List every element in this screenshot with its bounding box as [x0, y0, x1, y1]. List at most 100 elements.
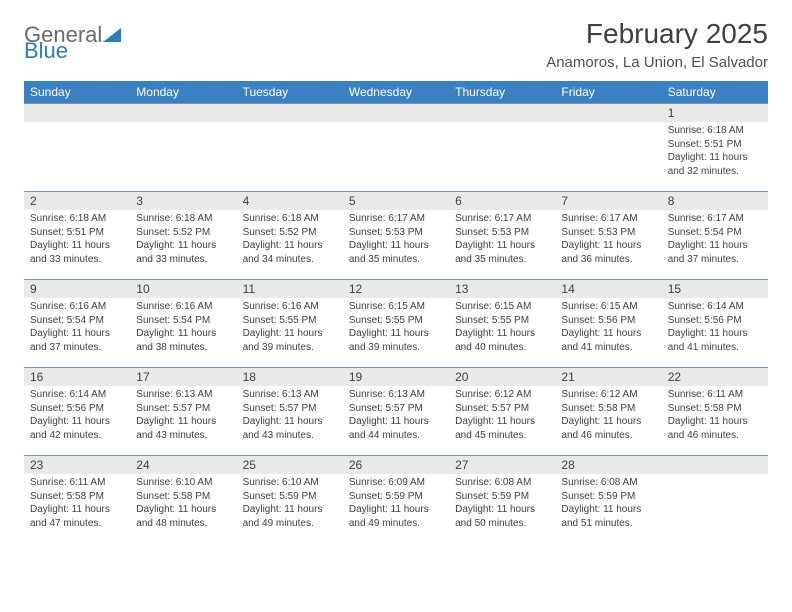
day-number: 3	[130, 192, 236, 210]
day-body: Sunrise: 6:10 AMSunset: 5:59 PMDaylight:…	[237, 474, 343, 536]
calendar-cell: 16Sunrise: 6:14 AMSunset: 5:56 PMDayligh…	[24, 368, 130, 456]
calendar-row: 2Sunrise: 6:18 AMSunset: 5:51 PMDaylight…	[24, 192, 768, 280]
calendar-header-row: SundayMondayTuesdayWednesdayThursdayFrid…	[24, 81, 768, 104]
day-number: 26	[343, 456, 449, 474]
day-number: 27	[449, 456, 555, 474]
day-body: Sunrise: 6:17 AMSunset: 5:53 PMDaylight:…	[449, 210, 555, 272]
calendar-row: 23Sunrise: 6:11 AMSunset: 5:58 PMDayligh…	[24, 456, 768, 544]
day-body: Sunrise: 6:16 AMSunset: 5:54 PMDaylight:…	[24, 298, 130, 360]
day-body: Sunrise: 6:18 AMSunset: 5:51 PMDaylight:…	[662, 122, 768, 184]
empty-day	[24, 104, 130, 122]
calendar-cell: 21Sunrise: 6:12 AMSunset: 5:58 PMDayligh…	[555, 368, 661, 456]
day-number: 23	[24, 456, 130, 474]
calendar-cell: 10Sunrise: 6:16 AMSunset: 5:54 PMDayligh…	[130, 280, 236, 368]
calendar-cell: 2Sunrise: 6:18 AMSunset: 5:51 PMDaylight…	[24, 192, 130, 280]
logo-triangle-icon	[103, 28, 121, 42]
day-body: Sunrise: 6:17 AMSunset: 5:53 PMDaylight:…	[555, 210, 661, 272]
day-body: Sunrise: 6:18 AMSunset: 5:52 PMDaylight:…	[130, 210, 236, 272]
calendar-cell: 19Sunrise: 6:13 AMSunset: 5:57 PMDayligh…	[343, 368, 449, 456]
day-number: 9	[24, 280, 130, 298]
day-body: Sunrise: 6:13 AMSunset: 5:57 PMDaylight:…	[343, 386, 449, 448]
calendar-cell	[662, 456, 768, 544]
day-body: Sunrise: 6:16 AMSunset: 5:55 PMDaylight:…	[237, 298, 343, 360]
day-body: Sunrise: 6:08 AMSunset: 5:59 PMDaylight:…	[449, 474, 555, 536]
calendar-cell: 3Sunrise: 6:18 AMSunset: 5:52 PMDaylight…	[130, 192, 236, 280]
day-body: Sunrise: 6:17 AMSunset: 5:54 PMDaylight:…	[662, 210, 768, 272]
calendar-cell: 26Sunrise: 6:09 AMSunset: 5:59 PMDayligh…	[343, 456, 449, 544]
day-number: 16	[24, 368, 130, 386]
day-number: 14	[555, 280, 661, 298]
empty-day	[449, 104, 555, 122]
calendar-cell: 18Sunrise: 6:13 AMSunset: 5:57 PMDayligh…	[237, 368, 343, 456]
calendar-cell	[555, 104, 661, 192]
day-body: Sunrise: 6:12 AMSunset: 5:58 PMDaylight:…	[555, 386, 661, 448]
day-body: Sunrise: 6:15 AMSunset: 5:56 PMDaylight:…	[555, 298, 661, 360]
day-number: 7	[555, 192, 661, 210]
empty-day	[237, 104, 343, 122]
day-body: Sunrise: 6:08 AMSunset: 5:59 PMDaylight:…	[555, 474, 661, 536]
day-body: Sunrise: 6:13 AMSunset: 5:57 PMDaylight:…	[130, 386, 236, 448]
day-body: Sunrise: 6:11 AMSunset: 5:58 PMDaylight:…	[24, 474, 130, 536]
day-number: 10	[130, 280, 236, 298]
calendar-cell	[449, 104, 555, 192]
calendar-cell: 25Sunrise: 6:10 AMSunset: 5:59 PMDayligh…	[237, 456, 343, 544]
day-number: 4	[237, 192, 343, 210]
day-number: 6	[449, 192, 555, 210]
day-body: Sunrise: 6:13 AMSunset: 5:57 PMDaylight:…	[237, 386, 343, 448]
calendar-cell: 24Sunrise: 6:10 AMSunset: 5:58 PMDayligh…	[130, 456, 236, 544]
calendar-table: SundayMondayTuesdayWednesdayThursdayFrid…	[24, 81, 768, 544]
day-body: Sunrise: 6:10 AMSunset: 5:58 PMDaylight:…	[130, 474, 236, 536]
day-number: 17	[130, 368, 236, 386]
day-body: Sunrise: 6:18 AMSunset: 5:51 PMDaylight:…	[24, 210, 130, 272]
day-number: 22	[662, 368, 768, 386]
calendar-row: 16Sunrise: 6:14 AMSunset: 5:56 PMDayligh…	[24, 368, 768, 456]
day-body: Sunrise: 6:16 AMSunset: 5:54 PMDaylight:…	[130, 298, 236, 360]
calendar-cell: 27Sunrise: 6:08 AMSunset: 5:59 PMDayligh…	[449, 456, 555, 544]
day-number: 28	[555, 456, 661, 474]
calendar-cell: 9Sunrise: 6:16 AMSunset: 5:54 PMDaylight…	[24, 280, 130, 368]
calendar-cell: 12Sunrise: 6:15 AMSunset: 5:55 PMDayligh…	[343, 280, 449, 368]
day-body: Sunrise: 6:11 AMSunset: 5:58 PMDaylight:…	[662, 386, 768, 448]
day-number: 25	[237, 456, 343, 474]
day-number: 13	[449, 280, 555, 298]
day-header: Saturday	[662, 81, 768, 104]
calendar-cell	[130, 104, 236, 192]
calendar-cell: 4Sunrise: 6:18 AMSunset: 5:52 PMDaylight…	[237, 192, 343, 280]
calendar-cell: 11Sunrise: 6:16 AMSunset: 5:55 PMDayligh…	[237, 280, 343, 368]
calendar-cell: 15Sunrise: 6:14 AMSunset: 5:56 PMDayligh…	[662, 280, 768, 368]
day-body: Sunrise: 6:14 AMSunset: 5:56 PMDaylight:…	[662, 298, 768, 360]
day-number: 5	[343, 192, 449, 210]
day-header: Wednesday	[343, 81, 449, 104]
calendar-cell: 28Sunrise: 6:08 AMSunset: 5:59 PMDayligh…	[555, 456, 661, 544]
calendar-cell: 14Sunrise: 6:15 AMSunset: 5:56 PMDayligh…	[555, 280, 661, 368]
calendar-cell	[237, 104, 343, 192]
day-number: 1	[662, 104, 768, 122]
day-number: 19	[343, 368, 449, 386]
calendar-row: 1Sunrise: 6:18 AMSunset: 5:51 PMDaylight…	[24, 104, 768, 192]
calendar-cell	[343, 104, 449, 192]
day-body: Sunrise: 6:17 AMSunset: 5:53 PMDaylight:…	[343, 210, 449, 272]
day-body: Sunrise: 6:09 AMSunset: 5:59 PMDaylight:…	[343, 474, 449, 536]
calendar-cell: 13Sunrise: 6:15 AMSunset: 5:55 PMDayligh…	[449, 280, 555, 368]
day-number: 8	[662, 192, 768, 210]
day-body: Sunrise: 6:14 AMSunset: 5:56 PMDaylight:…	[24, 386, 130, 448]
day-number: 11	[237, 280, 343, 298]
logo: General Blue	[24, 18, 121, 62]
calendar-cell: 6Sunrise: 6:17 AMSunset: 5:53 PMDaylight…	[449, 192, 555, 280]
calendar-cell: 7Sunrise: 6:17 AMSunset: 5:53 PMDaylight…	[555, 192, 661, 280]
empty-day	[343, 104, 449, 122]
calendar-cell: 20Sunrise: 6:12 AMSunset: 5:57 PMDayligh…	[449, 368, 555, 456]
calendar-cell: 23Sunrise: 6:11 AMSunset: 5:58 PMDayligh…	[24, 456, 130, 544]
day-number: 21	[555, 368, 661, 386]
day-number: 12	[343, 280, 449, 298]
calendar-cell	[24, 104, 130, 192]
empty-day	[555, 104, 661, 122]
day-header: Thursday	[449, 81, 555, 104]
day-body: Sunrise: 6:15 AMSunset: 5:55 PMDaylight:…	[449, 298, 555, 360]
title-block: February 2025 Anamoros, La Union, El Sal…	[546, 18, 768, 71]
day-number: 15	[662, 280, 768, 298]
calendar-row: 9Sunrise: 6:16 AMSunset: 5:54 PMDaylight…	[24, 280, 768, 368]
calendar-cell: 8Sunrise: 6:17 AMSunset: 5:54 PMDaylight…	[662, 192, 768, 280]
logo-text-blue: Blue	[24, 38, 68, 63]
location: Anamoros, La Union, El Salvador	[546, 54, 768, 71]
